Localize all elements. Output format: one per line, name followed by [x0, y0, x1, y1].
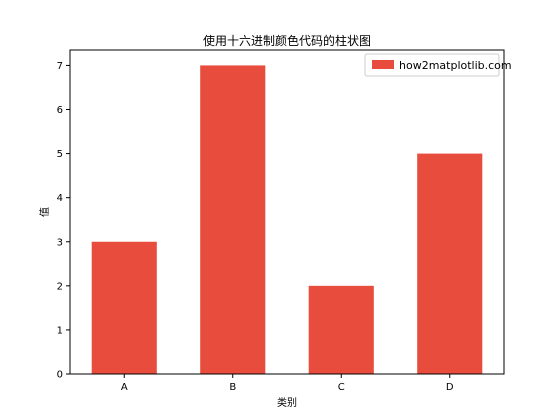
y-tick-label: 1 [57, 325, 63, 336]
y-tick-label: 6 [57, 105, 63, 116]
x-tick-label: A [121, 382, 128, 393]
y-tick-label: 3 [57, 237, 63, 248]
x-tick-label: C [338, 382, 345, 393]
y-tick-label: 0 [57, 370, 63, 381]
bar-B [200, 65, 266, 374]
y-axis-label: 值 [38, 207, 51, 217]
x-tick-label: D [446, 382, 454, 393]
plot-frame [69, 49, 505, 375]
bars-group [91, 65, 483, 374]
y-axis-ticks: 0 1 2 3 4 5 6 7 [57, 61, 70, 381]
y-tick-label: 7 [57, 61, 63, 72]
y-tick-label: 2 [57, 281, 63, 292]
x-axis-ticks: A B C D [121, 374, 454, 393]
y-tick-label: 4 [57, 193, 63, 204]
legend-label: how2matplotlib.com [399, 59, 512, 72]
chart-title: 使用十六进制颜色代码的柱状图 [203, 33, 371, 48]
y-tick-label: 5 [57, 149, 63, 160]
legend-box [364, 53, 500, 77]
bar-A [91, 241, 157, 374]
legend: how2matplotlib.com [364, 53, 512, 77]
bar-C [308, 285, 374, 374]
legend-swatch [372, 60, 394, 69]
x-tick-label: B [229, 382, 236, 393]
bar-D [417, 153, 483, 374]
x-axis-label: 类别 [277, 396, 297, 409]
